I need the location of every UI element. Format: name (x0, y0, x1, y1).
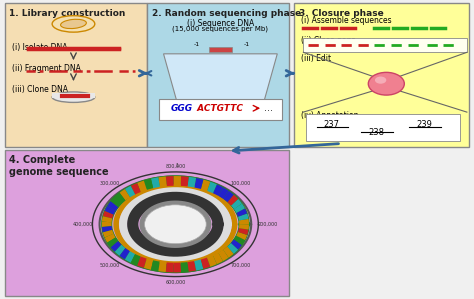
Text: 237: 237 (324, 120, 340, 129)
Text: 238: 238 (369, 128, 385, 137)
Text: 100,000: 100,000 (231, 181, 251, 185)
FancyBboxPatch shape (5, 3, 147, 147)
Text: (15,000 sequences per Mb): (15,000 sequences per Mb) (173, 25, 268, 32)
Text: (ii) Fragment DNA: (ii) Fragment DNA (12, 64, 81, 73)
Text: 2. Random sequencing phase: 2. Random sequencing phase (152, 9, 301, 18)
FancyBboxPatch shape (147, 3, 289, 147)
Text: 3. Closure phase: 3. Closure phase (299, 9, 383, 18)
Ellipse shape (52, 16, 95, 32)
Circle shape (375, 77, 386, 84)
FancyBboxPatch shape (294, 3, 469, 147)
Text: 1: 1 (176, 164, 179, 168)
FancyBboxPatch shape (303, 38, 467, 52)
Text: (i) Sequence DNA: (i) Sequence DNA (187, 19, 254, 28)
Text: 800,000: 800,000 (165, 164, 185, 168)
Text: (iii) Clone DNA: (iii) Clone DNA (12, 85, 68, 94)
Bar (209, 47, 232, 52)
Text: (iv) Annotation: (iv) Annotation (301, 111, 358, 120)
Text: 4. Complete
genome sequence: 4. Complete genome sequence (9, 155, 109, 177)
Text: (i) Isolate DNA: (i) Isolate DNA (12, 43, 67, 52)
Text: 600,000: 600,000 (165, 280, 185, 285)
Text: (ii) Close gaps: (ii) Close gaps (301, 36, 356, 45)
Text: 239: 239 (416, 120, 432, 129)
Bar (52, 93, 95, 98)
FancyBboxPatch shape (159, 99, 282, 120)
FancyBboxPatch shape (306, 114, 460, 141)
Text: ...: ... (264, 103, 273, 113)
Text: 300,000: 300,000 (100, 181, 120, 185)
Ellipse shape (52, 92, 95, 102)
Text: 500,000: 500,000 (100, 263, 120, 268)
Text: 700,000: 700,000 (231, 263, 251, 268)
Text: -1: -1 (194, 42, 200, 47)
Text: ACTGTTC: ACTGTTC (194, 104, 243, 113)
Text: -1: -1 (244, 42, 249, 47)
Text: 400,000: 400,000 (73, 222, 93, 227)
Text: GGG: GGG (171, 104, 193, 113)
Text: 200,000: 200,000 (258, 222, 278, 227)
Circle shape (368, 72, 404, 95)
Text: (iii) Edit: (iii) Edit (301, 54, 331, 63)
Text: (i) Assemble sequences: (i) Assemble sequences (301, 16, 392, 25)
Text: 1. Library construction: 1. Library construction (9, 9, 126, 18)
FancyBboxPatch shape (5, 150, 289, 296)
Ellipse shape (61, 19, 86, 29)
Circle shape (145, 205, 206, 244)
Polygon shape (164, 54, 277, 105)
